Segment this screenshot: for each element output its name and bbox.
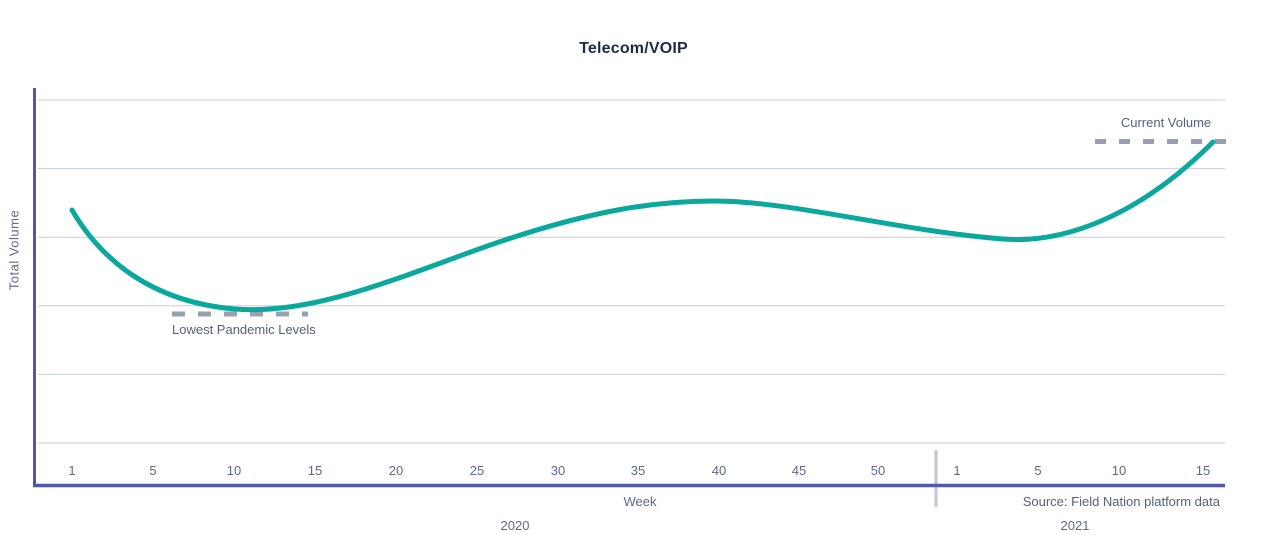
x-tick-label: 50 [870, 463, 886, 478]
x-tick-label: 35 [630, 463, 646, 478]
year-label-2020: 2020 [500, 518, 530, 533]
x-tick-label: 45 [791, 463, 807, 478]
x-axis-label: Week [623, 494, 657, 509]
x-tick-label: 15 [307, 463, 323, 478]
x-tick-label: 5 [149, 463, 157, 478]
total-volume-line [69, 139, 1216, 313]
x-tick-label: 1 [953, 463, 961, 478]
chart-title: Telecom/VOIP [579, 40, 688, 57]
x-tick-label: 25 [469, 463, 485, 478]
x-tick-label: 1 [68, 463, 76, 478]
lowest-pandemic-label: Lowest Pandemic Levels [172, 322, 316, 337]
year-label-2021: 2021 [1060, 518, 1090, 533]
x-tick-label: 10 [1111, 463, 1127, 478]
x-tick-label: 20 [388, 463, 404, 478]
x-tick-label: 15 [1195, 463, 1211, 478]
x-tick-label: 10 [226, 463, 242, 478]
x-tick-label: 30 [550, 463, 566, 478]
source-text: Source: Field Nation platform data [1022, 494, 1220, 509]
current-volume-label: Current Volume [1120, 115, 1212, 130]
x-tick-label: 40 [711, 463, 727, 478]
x-tick-label: 5 [1034, 463, 1042, 478]
